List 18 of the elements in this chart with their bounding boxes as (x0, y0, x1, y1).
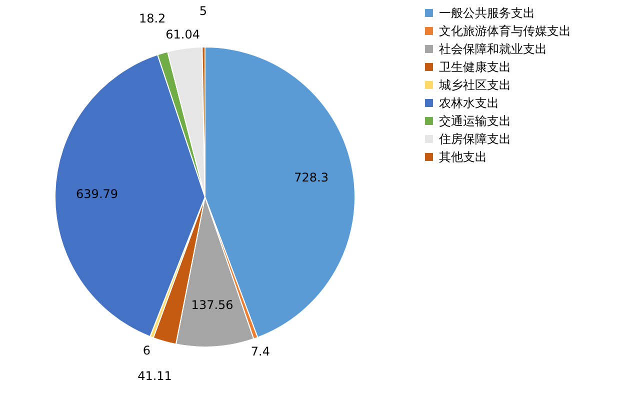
legend-label: 城乡社区支出 (438, 78, 511, 92)
data-label: 7.4 (250, 344, 270, 358)
data-label: 6 (142, 343, 150, 358)
data-label: 61.04 (166, 28, 200, 42)
legend-label: 农林水支出 (439, 96, 499, 110)
data-label: 639.79 (76, 187, 118, 202)
legend-label: 卫生健康支出 (439, 60, 511, 74)
data-label: 5 (199, 4, 208, 18)
data-label: 41.11 (138, 369, 172, 384)
legend-label: 一般公共服务支出 (439, 6, 535, 20)
legend-label: 交通运输支出 (439, 114, 511, 128)
legend-label: 住房保障支出 (438, 132, 511, 146)
data-label: 728.3 (294, 170, 328, 185)
data-label: 18.2 (138, 12, 166, 26)
legend-label: 其他支出 (439, 150, 487, 164)
legend-label: 社会保障和就业支出 (439, 42, 547, 56)
data-label: 137.56 (191, 298, 234, 312)
legend-label: 文化旅游体育与传媒支出 (439, 24, 571, 38)
